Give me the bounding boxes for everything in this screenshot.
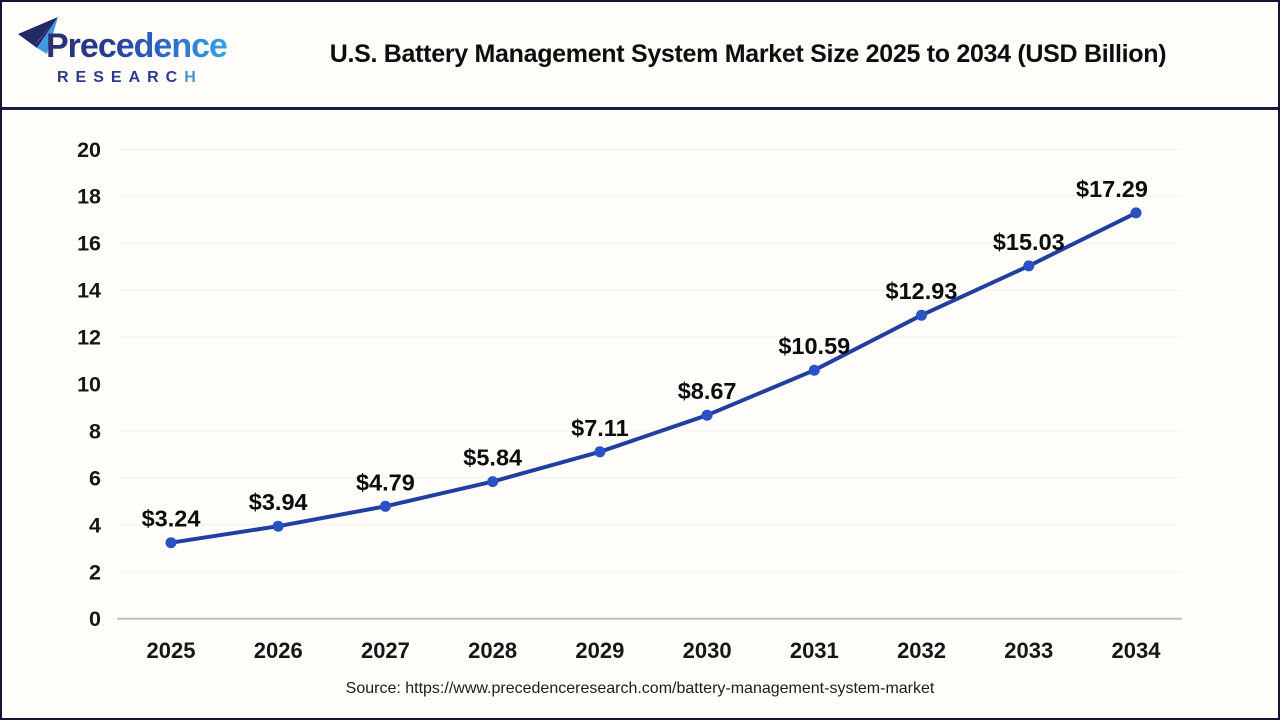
y-tick-label: 2 — [89, 560, 101, 584]
x-tick-label: 2031 — [790, 638, 839, 663]
data-point — [272, 520, 284, 532]
data-label: $3.24 — [142, 506, 201, 532]
x-tick-label: 2026 — [254, 638, 303, 663]
data-point — [165, 537, 177, 549]
y-tick-label: 16 — [77, 232, 101, 256]
data-label: $10.59 — [778, 333, 850, 359]
x-tick-label: 2030 — [683, 638, 732, 663]
data-label: $3.94 — [249, 489, 308, 515]
page-title: U.S. Battery Management System Market Si… — [329, 40, 1167, 68]
x-tick-label: 2025 — [147, 638, 196, 663]
y-tick-label: 20 — [77, 138, 101, 162]
data-label: $15.03 — [993, 229, 1065, 255]
logo-research-main: RESEARC — [57, 68, 185, 86]
data-point — [1130, 207, 1142, 219]
x-tick-label: 2028 — [468, 638, 517, 663]
logo-research-text: RESEARCH — [57, 69, 203, 87]
source-text: Source: https://www.precedenceresearch.c… — [345, 680, 935, 697]
line-chart: 0 2 4 6 8 10 12 14 16 18 20 2025 2026 2027 2028 2029 203… — [77, 138, 1182, 663]
y-tick-label: 10 — [77, 373, 101, 397]
logo-brand-text: Precedence — [46, 26, 228, 65]
paper-plane-icon — [18, 16, 58, 54]
brand-logo: Precedence RESEARCH — [2, 5, 238, 105]
data-label: $17.29 — [1076, 176, 1148, 202]
x-tick-label: 2032 — [897, 638, 946, 663]
y-tick-label: 8 — [89, 419, 101, 443]
data-point — [1023, 260, 1035, 272]
logo-research-accent: H — [184, 68, 203, 86]
y-tick-label: 0 — [89, 607, 101, 631]
data-point — [487, 476, 499, 488]
data-point — [916, 309, 927, 321]
data-label: $8.67 — [678, 378, 737, 404]
data-label: $4.79 — [356, 469, 415, 495]
x-tick-label: 2027 — [361, 638, 410, 663]
data-point — [701, 409, 713, 421]
data-label: $12.93 — [886, 278, 958, 304]
x-tick-label: 2029 — [575, 638, 624, 663]
data-point — [594, 446, 606, 458]
x-tick-label: 2034 — [1112, 638, 1162, 663]
y-tick-label: 18 — [77, 185, 101, 209]
header: Precedence RESEARCH U.S. Battery Managem… — [2, 2, 1278, 110]
trend-line — [169, 210, 1138, 545]
data-point — [379, 500, 391, 512]
y-tick-label: 4 — [89, 513, 101, 537]
y-tick-label: 6 — [89, 466, 101, 490]
x-tick-label: 2033 — [1004, 638, 1053, 663]
y-tick-label: 14 — [77, 279, 101, 303]
data-point — [808, 364, 820, 376]
data-label: $5.84 — [463, 445, 522, 471]
data-label: $7.11 — [571, 415, 629, 441]
y-tick-label: 12 — [77, 326, 101, 350]
